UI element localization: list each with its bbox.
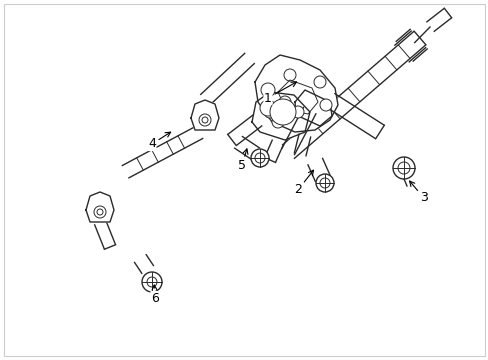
Circle shape	[319, 99, 331, 111]
Circle shape	[261, 83, 274, 97]
Circle shape	[142, 272, 162, 292]
Text: 6: 6	[151, 285, 159, 305]
Text: 2: 2	[293, 170, 313, 197]
Polygon shape	[86, 192, 114, 222]
Circle shape	[284, 69, 295, 81]
Text: 5: 5	[238, 149, 247, 172]
Circle shape	[264, 106, 275, 118]
Circle shape	[392, 157, 414, 179]
Polygon shape	[294, 90, 331, 126]
Circle shape	[291, 106, 304, 118]
Circle shape	[271, 116, 284, 128]
Text: 4: 4	[148, 132, 170, 150]
Polygon shape	[254, 55, 337, 132]
Circle shape	[94, 206, 106, 218]
Circle shape	[313, 76, 325, 88]
Circle shape	[315, 174, 333, 192]
Polygon shape	[191, 100, 219, 130]
Text: 3: 3	[409, 181, 427, 204]
Circle shape	[279, 96, 290, 108]
Circle shape	[250, 149, 268, 167]
Circle shape	[269, 99, 295, 125]
Text: 1: 1	[264, 82, 296, 104]
Circle shape	[199, 114, 210, 126]
Circle shape	[260, 100, 275, 116]
Polygon shape	[251, 92, 309, 140]
